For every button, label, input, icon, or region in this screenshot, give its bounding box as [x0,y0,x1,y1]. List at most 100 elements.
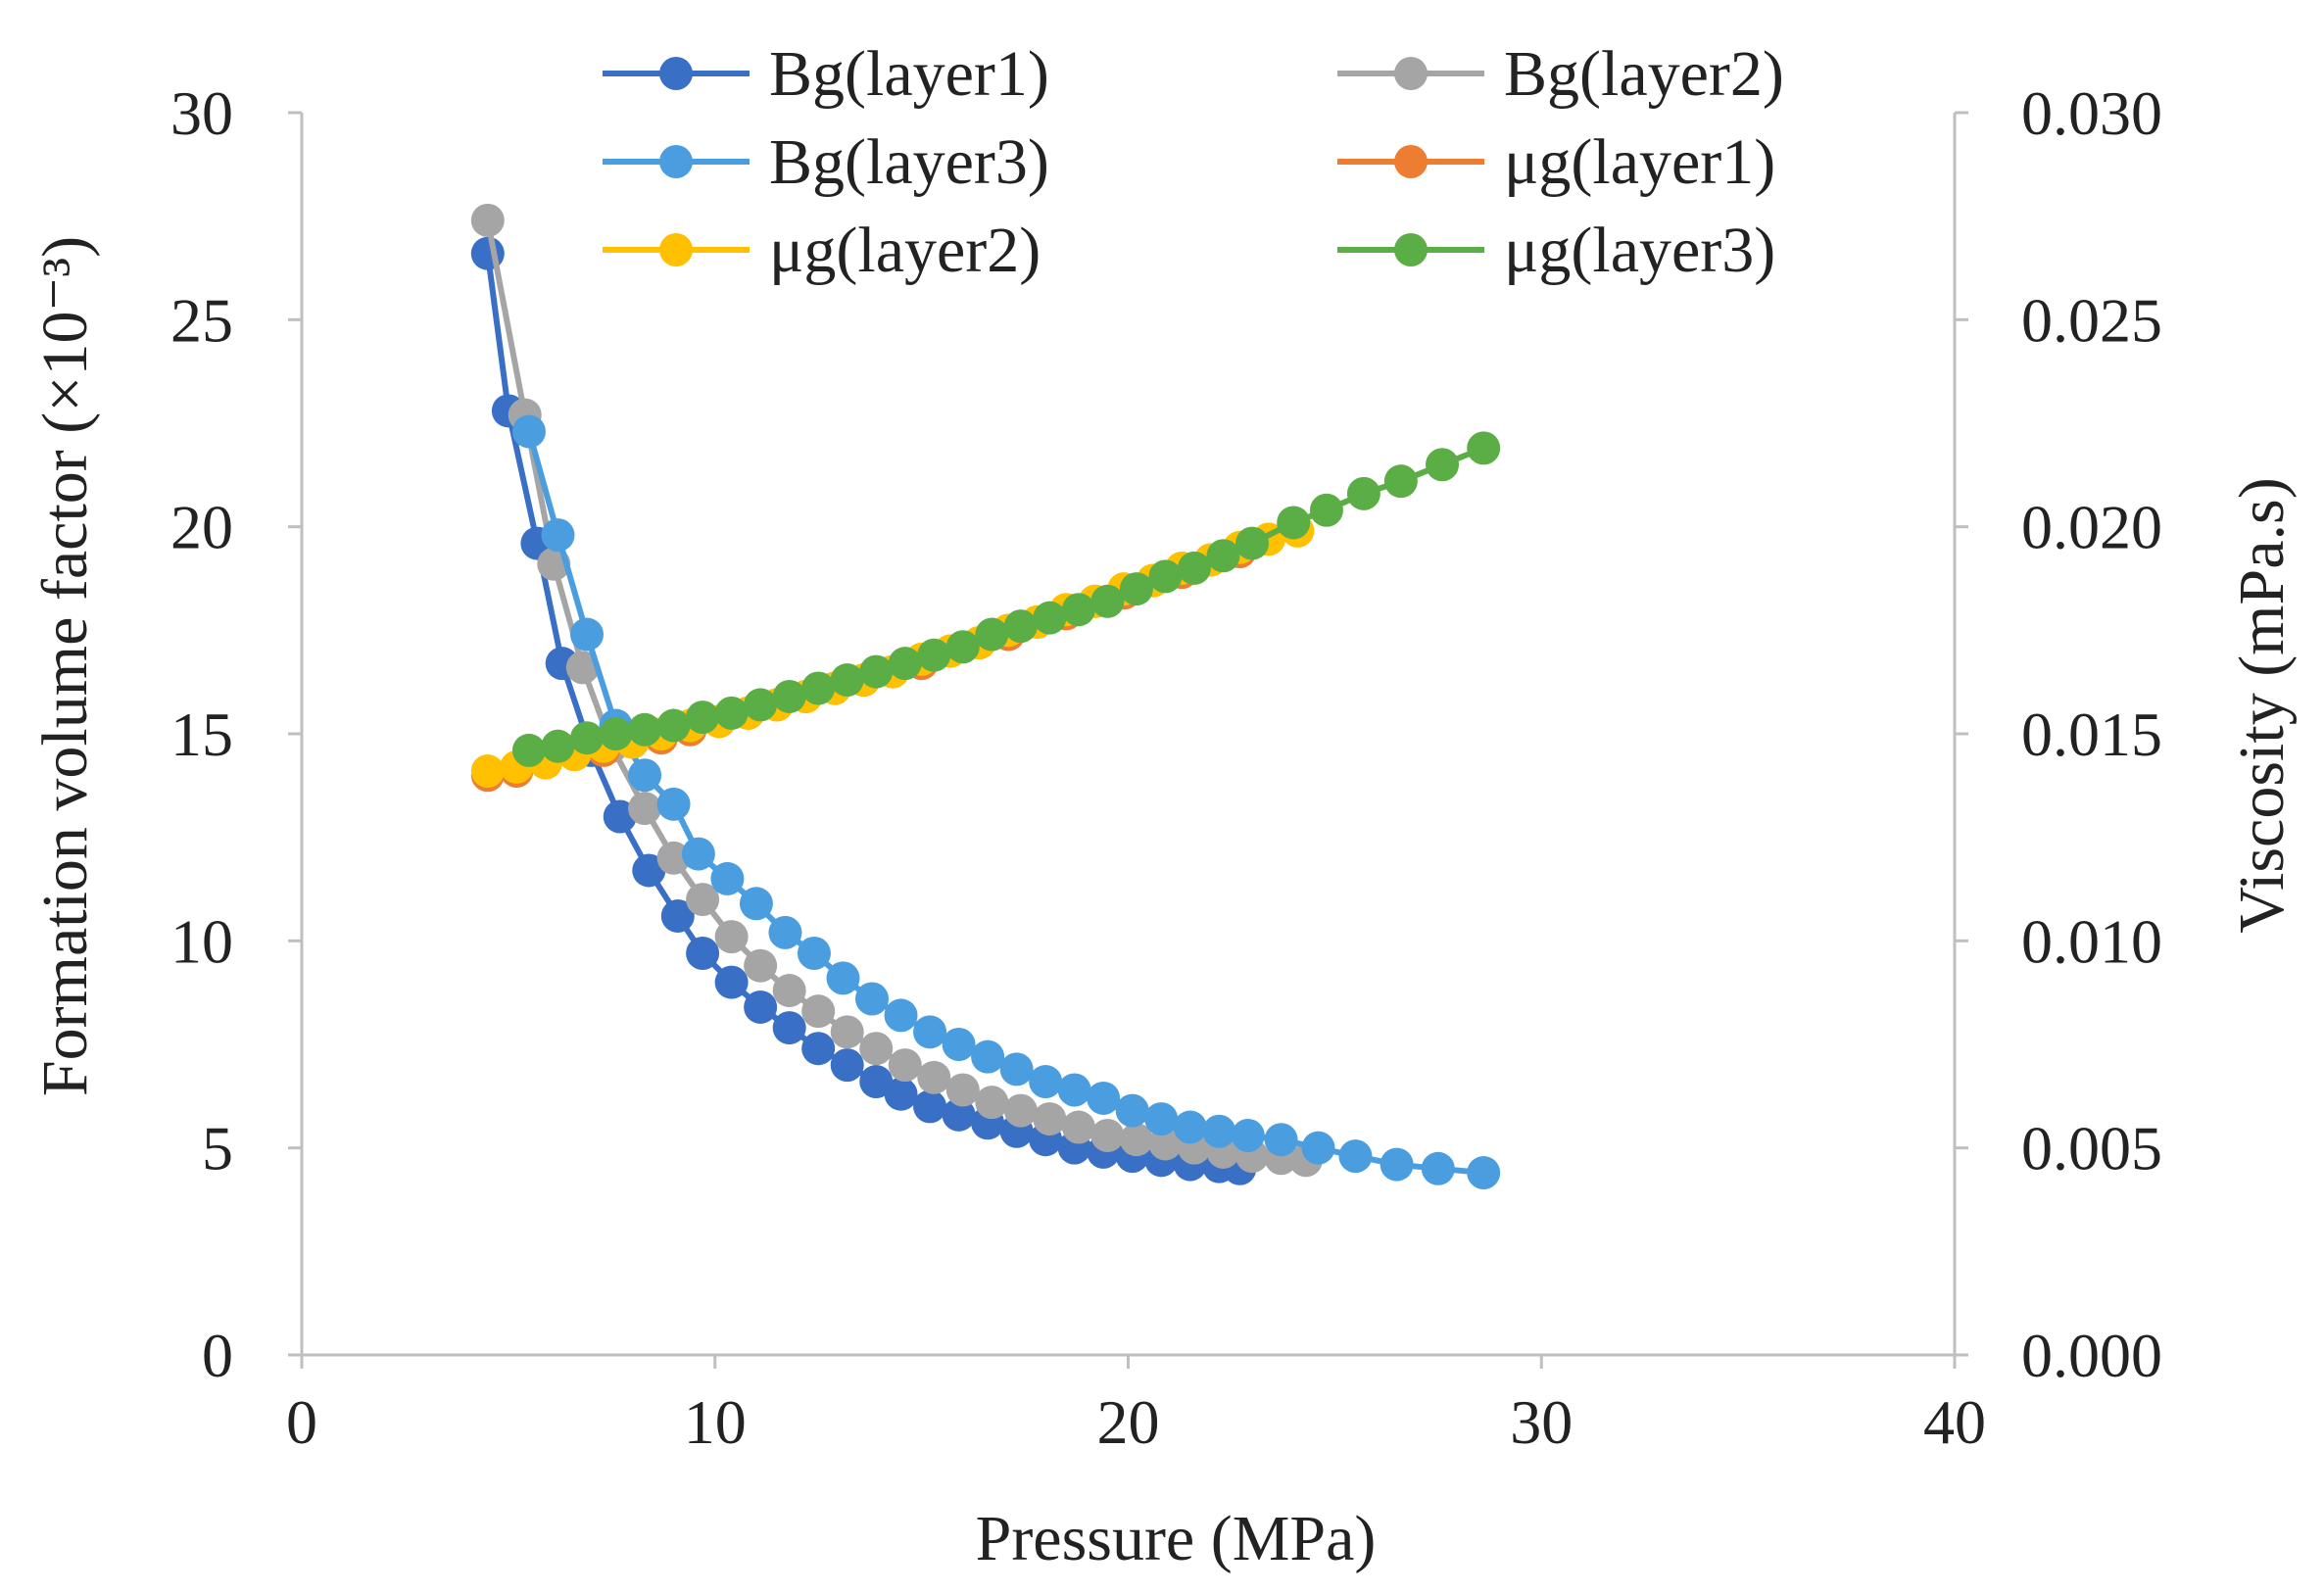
data-point [1148,559,1183,594]
data-point [975,1086,1009,1120]
y-tick-label: 30 [170,78,233,148]
data-point [801,994,836,1029]
data-point [628,792,662,826]
data-point [1346,476,1380,510]
data-point [470,203,505,237]
data-point [1277,506,1311,540]
data-point [744,948,778,983]
data-point [1061,593,1095,627]
x-tick-label: 30 [1510,1387,1573,1457]
legend-swatch-marker [659,145,693,178]
legend-swatch-marker [659,57,693,90]
data-point [1338,1139,1373,1174]
data-point [656,841,691,875]
y-tick-label: 0 [202,1321,233,1390]
data-point [913,1015,947,1049]
series-bg-layer3- [511,414,1501,1190]
data-point [1119,1123,1153,1157]
x-tick-label: 20 [1097,1387,1160,1457]
data-point [744,990,778,1024]
data-point [541,518,575,553]
legend-swatch-marker [1394,57,1428,90]
data-point [797,937,831,971]
y-tick-label: 25 [170,285,233,355]
data-point [830,1015,864,1049]
data-point [884,998,918,1033]
data-point [1231,1118,1265,1152]
data-point [888,647,922,681]
data-point [945,1073,980,1107]
data-point [714,696,749,730]
data-point [1033,601,1067,635]
y-axis-title: Formation volume factor (×10⁻³) [29,236,101,1096]
y2-tick-label: 0.000 [2021,1321,2162,1390]
data-point [470,754,505,789]
data-point [541,729,575,763]
data-point [1235,526,1270,560]
axes-layer: 0 10 20 30 40 0 5 10 15 20 25 30 0.000 0.005 0.010 0.01… [170,78,2162,1457]
data-point [660,898,695,933]
data-point [917,638,951,672]
data-point [511,733,546,767]
data-point [1264,1123,1298,1157]
legend-item: μg(layer3) [1337,215,1775,286]
data-point [888,1048,922,1083]
series-line [528,445,1485,753]
data-point [681,837,715,871]
x-tick-label: 40 [1923,1387,1986,1457]
data-point [1148,1127,1183,1161]
data-point [768,915,802,949]
data-point [1380,1147,1414,1182]
data-point [470,236,505,270]
data-point [1057,1073,1091,1107]
data-point [859,654,894,689]
legend-label: Bg(layer2) [1504,38,1784,110]
data-point [565,651,600,685]
legend-label: Bg(layer3) [769,126,1049,198]
data-point [686,937,720,971]
legend-label: Bg(layer1) [769,38,1049,110]
y-tick-label: 5 [202,1114,233,1183]
x-tick-label: 0 [286,1387,317,1457]
x-tick-label: 10 [684,1387,747,1457]
data-point [656,708,691,743]
data-point [1090,584,1125,618]
legend-label: μg(layer2) [769,215,1041,286]
data-point [859,1032,894,1066]
data-point [801,1032,836,1066]
data-point [1090,1118,1125,1152]
data-point [772,1011,806,1045]
data-point [632,853,666,888]
data-point [739,887,773,921]
y2-tick-label: 0.015 [2021,700,2162,769]
data-point [855,982,890,1016]
data-point [1173,1110,1207,1144]
data-point [1115,1093,1149,1128]
y2-tick-label: 0.025 [2021,285,2162,355]
series-layer [470,203,1501,1190]
data-point [1144,1102,1179,1136]
legend-swatch-marker [659,233,693,266]
data-point [1202,1114,1236,1148]
data-point [1467,431,1501,465]
series--g-layer3- [511,431,1501,767]
data-point [744,688,778,722]
data-point [570,721,605,755]
data-point [772,679,806,713]
data-point [714,965,749,999]
data-point [628,758,662,793]
data-point [859,1065,894,1099]
legend-item: μg(layer2) [603,215,1041,286]
data-point [999,1052,1034,1087]
data-point [884,1077,918,1111]
legend-label: μg(layer3) [1504,215,1775,286]
data-point [570,617,605,652]
data-point [942,1028,976,1061]
data-point [801,671,836,705]
data-point [917,1060,951,1094]
data-point [1309,493,1343,527]
y-tick-label: 20 [170,493,233,562]
data-point [942,1097,976,1132]
